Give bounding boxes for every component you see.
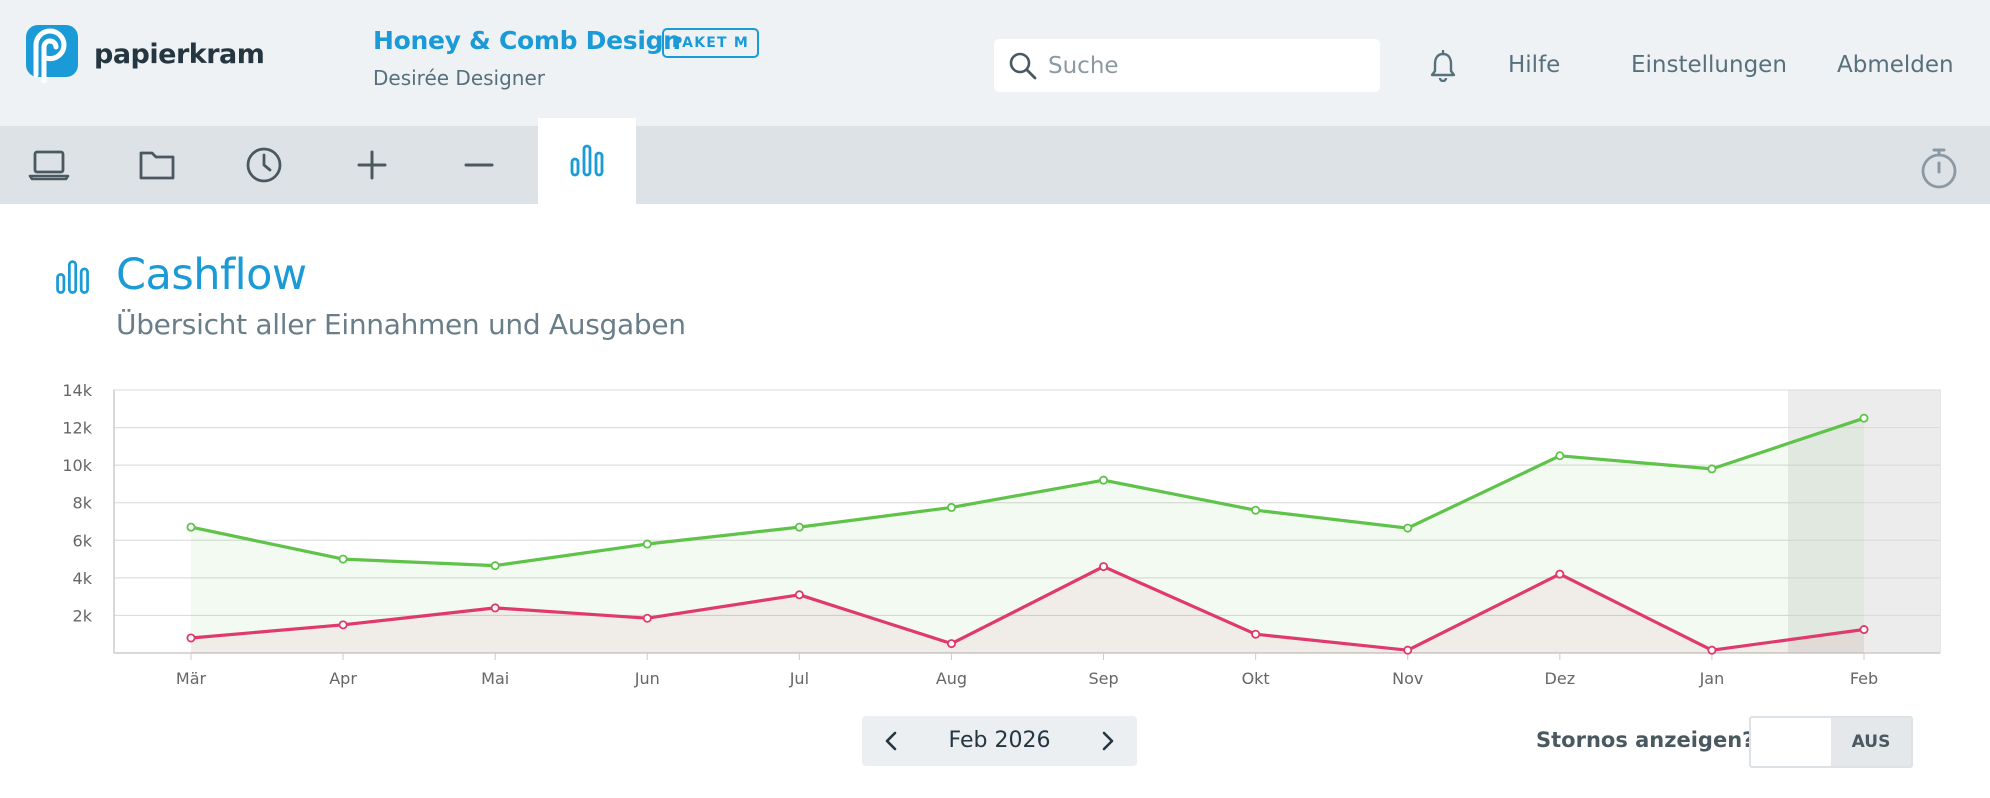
search-input[interactable] bbox=[1048, 39, 1368, 92]
x-tick-label: Jun bbox=[634, 669, 660, 688]
laptop-icon bbox=[28, 150, 70, 181]
toolbar bbox=[0, 118, 1990, 204]
month-navigator: Feb 2026 bbox=[862, 716, 1137, 766]
company-name[interactable]: Honey & Comb Design bbox=[373, 26, 681, 55]
tool-cashflow[interactable] bbox=[538, 118, 636, 204]
series-1-point bbox=[1251, 629, 1261, 639]
logo-text: papierkram bbox=[94, 38, 265, 70]
y-tick-label: 14k bbox=[62, 381, 92, 400]
page-subtitle: Übersicht aller Einnahmen und Ausgaben bbox=[116, 308, 686, 341]
series-1-line bbox=[190, 565, 1865, 652]
plus-icon bbox=[357, 150, 387, 180]
nav-help-link[interactable]: Hilfe bbox=[1508, 52, 1561, 78]
chart-plot-area bbox=[113, 389, 1941, 654]
search-icon bbox=[1009, 52, 1037, 80]
series-0-point bbox=[946, 502, 956, 512]
y-tick-label: 2k bbox=[73, 606, 93, 625]
series-1-point bbox=[946, 639, 956, 649]
current-month-label[interactable]: Feb 2026 bbox=[948, 728, 1051, 753]
stopwatch-icon[interactable] bbox=[1917, 146, 1961, 190]
minus-icon bbox=[464, 163, 494, 167]
plan-badge: PAKET M bbox=[662, 28, 759, 58]
series-1-point bbox=[1555, 569, 1565, 579]
search-box[interactable] bbox=[994, 39, 1380, 92]
y-tick-label: 10k bbox=[62, 456, 92, 475]
x-tick-label: Apr bbox=[329, 669, 357, 688]
series-1-point bbox=[186, 633, 196, 643]
series-1-point bbox=[1403, 645, 1413, 655]
series-0-point bbox=[642, 539, 652, 549]
page-title: Cashflow bbox=[116, 250, 307, 300]
chevron-right-icon bbox=[1102, 731, 1114, 751]
series-1-point bbox=[794, 590, 804, 600]
series-0-point bbox=[1859, 413, 1869, 423]
series-0-point bbox=[1555, 451, 1565, 461]
x-tick-label: Jul bbox=[789, 669, 809, 688]
x-tick-label: Feb bbox=[1850, 669, 1878, 688]
nav-settings-link[interactable]: Einstellungen bbox=[1631, 52, 1787, 78]
y-tick-label: 6k bbox=[73, 531, 93, 550]
tool-plus[interactable] bbox=[323, 126, 421, 204]
series-0-point bbox=[338, 554, 348, 564]
series-0-area bbox=[191, 418, 1864, 653]
bell-icon[interactable] bbox=[1428, 50, 1458, 82]
storno-toggle-label: Stornos anzeigen? bbox=[1536, 728, 1755, 752]
series-0-point bbox=[1251, 505, 1261, 515]
x-tick-label: Aug bbox=[936, 669, 967, 688]
x-tick-label: Okt bbox=[1242, 669, 1270, 688]
series-0-point bbox=[490, 561, 500, 571]
header: papierkram Honey & Comb Design PAKET M D… bbox=[0, 0, 1990, 126]
cashflow-chart: 2k 4k 6k 8k 10k 12k 14k Mär Apr Mai Jun Jul Aug Sep Ok… bbox=[62, 381, 1941, 688]
series-0-point bbox=[1099, 475, 1109, 485]
series-0-point bbox=[186, 522, 196, 532]
storno-toggle-state: AUS bbox=[1831, 718, 1911, 766]
tool-laptop[interactable] bbox=[0, 126, 98, 204]
series-0-line bbox=[190, 416, 1865, 568]
y-tick-label: 4k bbox=[73, 569, 93, 588]
clock-icon bbox=[246, 147, 282, 183]
x-tick-label: Dez bbox=[1545, 669, 1576, 688]
series-1-point bbox=[490, 603, 500, 613]
series-1-point bbox=[1859, 625, 1869, 635]
x-tick-label: Mär bbox=[176, 669, 207, 688]
tool-folder[interactable] bbox=[108, 126, 206, 204]
tool-clock[interactable] bbox=[215, 126, 313, 204]
papierkram-logo-icon bbox=[26, 25, 78, 83]
series-1-point bbox=[338, 620, 348, 630]
series-0-point bbox=[794, 522, 804, 532]
series-1-point bbox=[642, 613, 652, 623]
series-0-point bbox=[1403, 523, 1413, 533]
series-1-point bbox=[1099, 562, 1109, 572]
next-month-button[interactable] bbox=[1077, 716, 1137, 766]
x-tick-label: Jan bbox=[1699, 669, 1725, 688]
x-tick-label: Nov bbox=[1392, 669, 1423, 688]
folder-icon bbox=[139, 151, 175, 180]
series-0-point bbox=[1707, 464, 1717, 474]
tool-minus[interactable] bbox=[430, 126, 528, 204]
nav-logout-link[interactable]: Abmelden bbox=[1837, 52, 1954, 78]
x-tick-label: Mai bbox=[481, 669, 509, 688]
storno-toggle[interactable]: AUS bbox=[1749, 716, 1913, 768]
user-name: Desirée Designer bbox=[373, 66, 546, 90]
bar-chart-icon bbox=[570, 144, 604, 177]
page-title-icon bbox=[56, 260, 89, 294]
y-tick-label: 8k bbox=[73, 494, 93, 513]
series-1-point bbox=[1707, 645, 1717, 655]
logo[interactable]: papierkram bbox=[26, 25, 265, 83]
y-tick-label: 12k bbox=[62, 419, 92, 438]
x-tick-label: Sep bbox=[1088, 669, 1118, 688]
chevron-left-icon bbox=[885, 731, 897, 751]
previous-month-button[interactable] bbox=[862, 716, 922, 766]
